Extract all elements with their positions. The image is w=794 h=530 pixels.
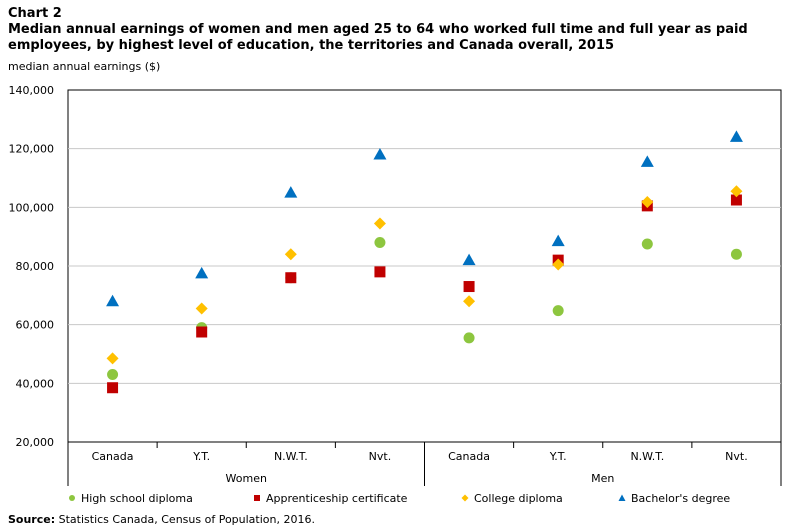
data-point-circle <box>463 332 475 344</box>
data-point-square <box>463 281 475 293</box>
x-tick-label: N.W.T. <box>630 450 664 463</box>
chart-title: Median annual earnings of women and men … <box>8 22 748 53</box>
source-text: Statistics Canada, Census of Population,… <box>58 513 315 526</box>
data-point-circle <box>374 237 386 249</box>
data-point-diamond <box>641 196 654 209</box>
data-point-triangle <box>195 266 209 279</box>
legend-label: High school diploma <box>81 492 193 505</box>
data-point-triangle <box>284 186 298 198</box>
x-tick-label: Nvt. <box>369 450 392 463</box>
y-tick-label: 80,000 <box>16 260 55 273</box>
data-point-diamond <box>373 217 386 230</box>
chart-header: Chart 2 Median annual earnings of women … <box>8 6 788 54</box>
legend-marker-circle <box>69 495 75 501</box>
y-tick-label: 60,000 <box>16 319 55 332</box>
legend-label: College diploma <box>474 492 563 505</box>
x-tick-label: N.W.T. <box>274 450 308 463</box>
data-point-diamond <box>284 248 297 261</box>
y-tick-label: 20,000 <box>16 436 55 449</box>
y-tick-label: 40,000 <box>16 377 55 390</box>
legend-label: Apprenticeship certificate <box>266 492 408 505</box>
source-note: Source: Statistics Canada, Census of Pop… <box>8 513 315 526</box>
y-axis-caption: median annual earnings ($) <box>8 60 161 73</box>
data-point-square <box>374 266 386 278</box>
y-tick-label: 120,000 <box>9 143 55 156</box>
data-point-diamond <box>552 258 565 271</box>
legend-marker-triangle <box>618 494 626 501</box>
chart-canvas: 20,000 40,000 60,000 80,000 100,000 120,000 14… <box>9 84 782 505</box>
data-point-triangle <box>729 130 743 142</box>
data-point-circle <box>641 238 653 250</box>
data-point-square <box>730 194 742 206</box>
group-label-women: Women <box>226 472 267 485</box>
data-point-square <box>196 326 208 338</box>
x-tick-label: Nvt. <box>725 450 748 463</box>
legend-marker-diamond <box>461 494 469 502</box>
data-point-circle <box>730 248 742 260</box>
data-point-diamond <box>106 352 119 365</box>
data-point-diamond <box>195 302 208 315</box>
chart-number-label: Chart 2 <box>8 6 62 21</box>
x-tick-label: Y.T. <box>549 450 567 463</box>
y-tick-label: 100,000 <box>9 201 55 214</box>
data-point-triangle <box>106 294 120 307</box>
x-tick-label: Y.T. <box>192 450 210 463</box>
legend-label: Bachelor's degree <box>631 492 730 505</box>
group-label-men: Men <box>591 472 614 485</box>
data-point-triangle <box>640 155 654 167</box>
data-point-square <box>107 382 119 394</box>
data-point-triangle <box>373 148 387 160</box>
x-tick-label: Canada <box>92 450 134 463</box>
y-tick-label: 140,000 <box>9 84 55 97</box>
data-point-diamond <box>463 295 476 308</box>
data-point-triangle <box>462 253 476 266</box>
source-label: Source: <box>8 513 56 526</box>
data-point-circle <box>107 369 119 381</box>
data-point-square <box>285 272 297 284</box>
data-point-triangle <box>551 234 565 247</box>
data-point-diamond <box>730 185 743 198</box>
legend-marker-square <box>254 495 260 501</box>
data-point-circle <box>552 305 564 317</box>
x-tick-label: Canada <box>448 450 490 463</box>
